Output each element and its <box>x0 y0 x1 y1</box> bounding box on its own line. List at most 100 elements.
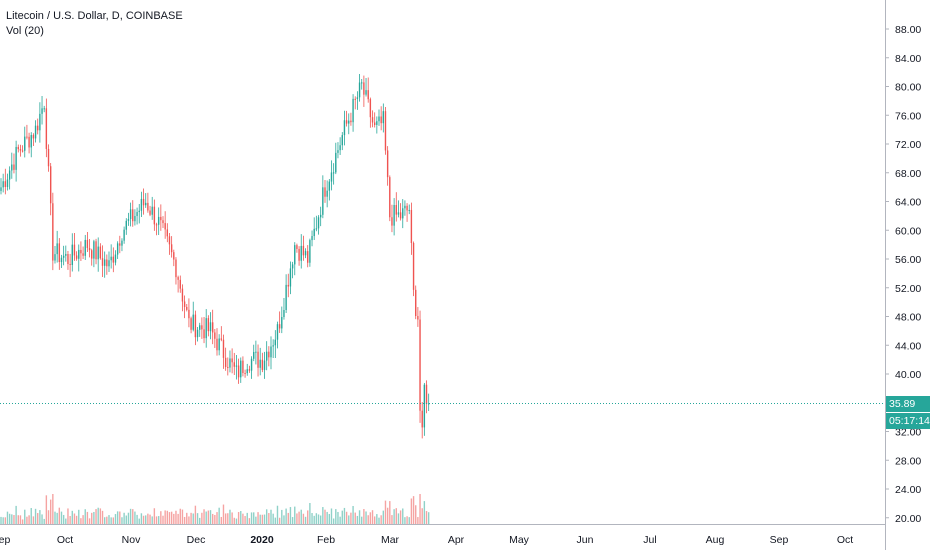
volume-bar <box>73 513 76 524</box>
volume-bar <box>41 514 43 524</box>
candle-body <box>328 181 331 191</box>
volume-bar <box>4 517 7 524</box>
volume-bar <box>242 513 244 524</box>
candle-body <box>231 358 233 363</box>
candle-body <box>132 209 134 222</box>
volume-bar <box>319 515 322 524</box>
volume-bar <box>82 515 84 524</box>
price-axis[interactable]: 88.00 84.00 80.00 76.00 72.00 68.00 64.00 60.00… <box>885 24 921 525</box>
candle-body <box>4 181 7 187</box>
volume-bar <box>417 517 419 524</box>
time-tick-label: Jul <box>643 534 656 546</box>
price-tick-label: 80.00 <box>895 82 921 94</box>
volume-bar <box>250 512 253 524</box>
candle-body <box>287 284 289 287</box>
candle-body <box>170 244 173 253</box>
volume-bar <box>218 507 220 524</box>
candle-body <box>348 120 350 124</box>
candle-body <box>419 319 421 411</box>
candle-body <box>157 216 160 225</box>
volume-bar <box>103 517 106 524</box>
volume-bar <box>410 498 413 524</box>
candle-body <box>324 187 326 197</box>
volume-bar <box>119 511 121 524</box>
candle-body <box>123 229 125 241</box>
volume-bar <box>322 507 324 524</box>
candle-body <box>160 216 162 221</box>
candle-body <box>281 317 283 329</box>
volume-bar <box>88 518 91 524</box>
price-tick-label: 40.00 <box>895 369 921 381</box>
volume-bar <box>99 508 102 524</box>
volume-bars <box>0 494 430 524</box>
candle-body <box>24 136 26 151</box>
volume-bar <box>37 513 39 524</box>
last-price-label: 35.89 <box>886 395 930 412</box>
time-axis[interactable]: Sep Oct Nov Dec 2020 Feb Mar Apr May Jun Jul Aug Sep… <box>0 534 853 546</box>
candle-body <box>75 255 78 259</box>
price-tick-label: 20.00 <box>895 513 921 525</box>
candle-body <box>69 264 71 266</box>
volume-bar <box>101 510 104 524</box>
volume-bar <box>138 518 140 524</box>
candle-body <box>121 240 123 246</box>
candle-body <box>209 322 212 332</box>
volume-bar <box>162 515 164 524</box>
candle-body <box>196 329 199 338</box>
volume-bar <box>261 514 264 524</box>
candle-body <box>227 366 229 368</box>
candle-body <box>28 136 30 148</box>
candle-body <box>272 345 274 347</box>
candle-body <box>106 259 108 267</box>
candle-body <box>425 384 428 404</box>
volume-bar <box>302 513 305 524</box>
candle-body <box>80 249 82 254</box>
candle-body <box>37 125 39 131</box>
candle-body <box>402 208 404 219</box>
candle-body <box>41 108 43 114</box>
price-tick-label: 68.00 <box>895 168 921 180</box>
volume-bar <box>21 519 24 524</box>
volume-bar <box>192 513 194 524</box>
volume-bar <box>382 510 385 524</box>
volume-bar <box>71 510 73 524</box>
volume-bar <box>65 518 67 524</box>
candle-body <box>404 205 406 209</box>
time-tick-label: Nov <box>122 534 141 546</box>
volume-bar <box>248 518 251 524</box>
candle-body <box>337 150 339 153</box>
volume-bar <box>419 494 421 524</box>
candle-body <box>45 108 48 149</box>
candle-body <box>151 206 153 215</box>
candle-body <box>244 372 246 374</box>
time-tick-label: Sep <box>0 534 10 546</box>
volume-bar <box>106 516 108 524</box>
candle-body <box>103 259 106 266</box>
candle-body <box>181 288 184 302</box>
bar-countdown-label: 05:17:14 <box>886 412 930 429</box>
candle-body <box>108 260 110 267</box>
candle-body <box>298 248 300 261</box>
volume-bar <box>253 512 255 524</box>
volume-bar <box>151 516 153 524</box>
volume-bar <box>58 507 61 524</box>
volume-bar <box>423 501 426 524</box>
volume-bar <box>112 517 115 524</box>
time-tick-label: Sep <box>770 534 789 546</box>
candle-body <box>322 187 324 215</box>
volume-bar <box>270 509 272 524</box>
volume-bar <box>361 516 363 524</box>
candle-body <box>162 220 164 224</box>
volume-bar <box>307 510 309 524</box>
candle-body <box>300 245 302 261</box>
candle-body <box>220 338 223 340</box>
volume-bar <box>188 516 190 524</box>
volume-bar <box>91 512 93 524</box>
volume-bar <box>60 511 63 524</box>
candle-body <box>39 113 41 131</box>
volume-bar <box>363 509 365 524</box>
candle-body <box>393 205 395 226</box>
candle-body <box>52 203 54 261</box>
candle-body <box>142 198 145 206</box>
